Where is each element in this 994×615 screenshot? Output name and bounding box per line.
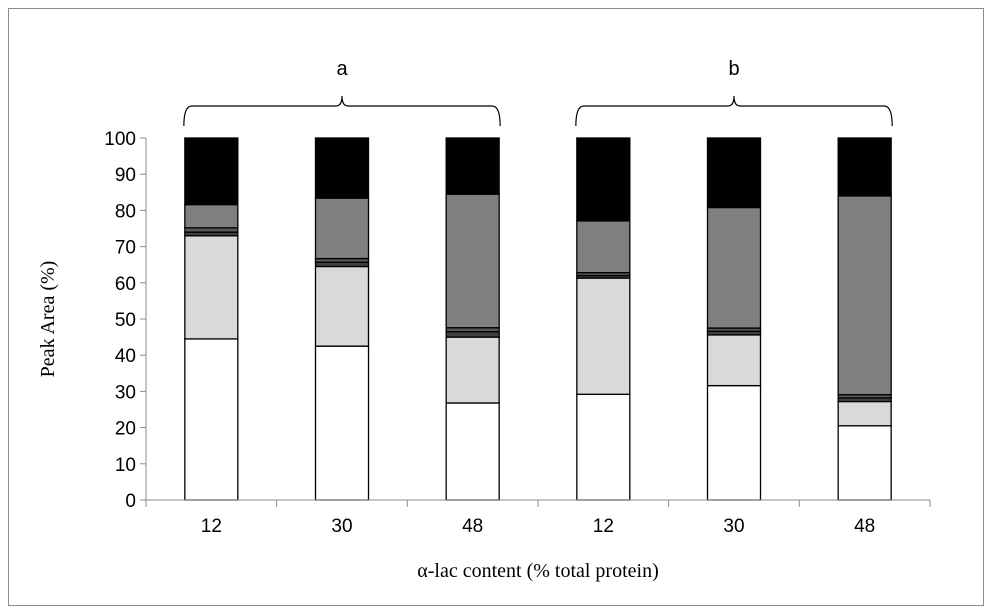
- x-tick-label: 30: [331, 516, 352, 537]
- y-tick-label: 20: [115, 419, 136, 440]
- axes-layer: [145, 138, 930, 501]
- x-tick-label: 30: [723, 516, 744, 537]
- bar-segment: [445, 336, 500, 404]
- bar-segment: [706, 384, 762, 501]
- bar-segment: [837, 400, 892, 427]
- group-label: a: [336, 58, 348, 80]
- y-axis-title: Peak Area (%): [37, 261, 59, 378]
- y-tick-label: 100: [104, 129, 136, 150]
- bar-segment: [837, 195, 892, 396]
- bar-segment: [184, 235, 239, 340]
- x-tick-label: 12: [593, 516, 614, 537]
- group-bracket: [183, 95, 501, 127]
- bar-segment: [445, 402, 500, 501]
- y-ticks-layer: 0 10 20 30 40 50 60 70 80 90 100: [104, 129, 146, 512]
- bar-segment: [706, 334, 762, 387]
- y-tick-label: 30: [115, 382, 136, 403]
- bar-segment: [576, 220, 631, 274]
- bar-segment: [576, 393, 631, 501]
- x-tick-label: 12: [201, 516, 222, 537]
- bar-segment: [314, 261, 370, 268]
- bar-segment: [706, 137, 762, 209]
- bar-segment: [314, 137, 370, 199]
- x-ticks-layer: 12 30 48 12 30 48: [145, 500, 931, 537]
- bar-segment: [837, 137, 892, 197]
- x-tick-label: 48: [462, 516, 483, 537]
- bar-segment: [576, 137, 631, 222]
- bar-segment: [706, 206, 762, 329]
- bar-segment: [314, 265, 370, 347]
- bar-segment: [445, 331, 500, 338]
- y-tick-label: 60: [115, 274, 136, 295]
- y-tick-label: 40: [115, 346, 136, 367]
- bar-segment: [314, 345, 370, 501]
- bar-segment: [837, 425, 892, 501]
- bar-segment: [184, 338, 239, 501]
- y-tick-label: 50: [115, 310, 136, 331]
- bar-segment: [184, 227, 239, 233]
- bar-segment: [184, 203, 239, 229]
- y-tick-label: 70: [115, 238, 136, 259]
- y-tick-label: 0: [125, 491, 136, 512]
- bars-layer: [184, 137, 892, 501]
- x-axis-title: α-lac content (% total protein): [417, 560, 659, 582]
- y-tick-label: 90: [115, 165, 136, 186]
- group-bracket: [575, 95, 893, 127]
- y-tick-label: 10: [115, 455, 136, 476]
- bar-segment: [184, 137, 239, 206]
- x-tick-label: 48: [854, 516, 875, 537]
- y-tick-label: 80: [115, 201, 136, 222]
- bar-segment: [445, 137, 500, 195]
- group-label: b: [728, 58, 739, 80]
- bar-segment: [445, 193, 500, 329]
- bar-segment: [314, 197, 370, 260]
- bar-segment: [576, 277, 631, 395]
